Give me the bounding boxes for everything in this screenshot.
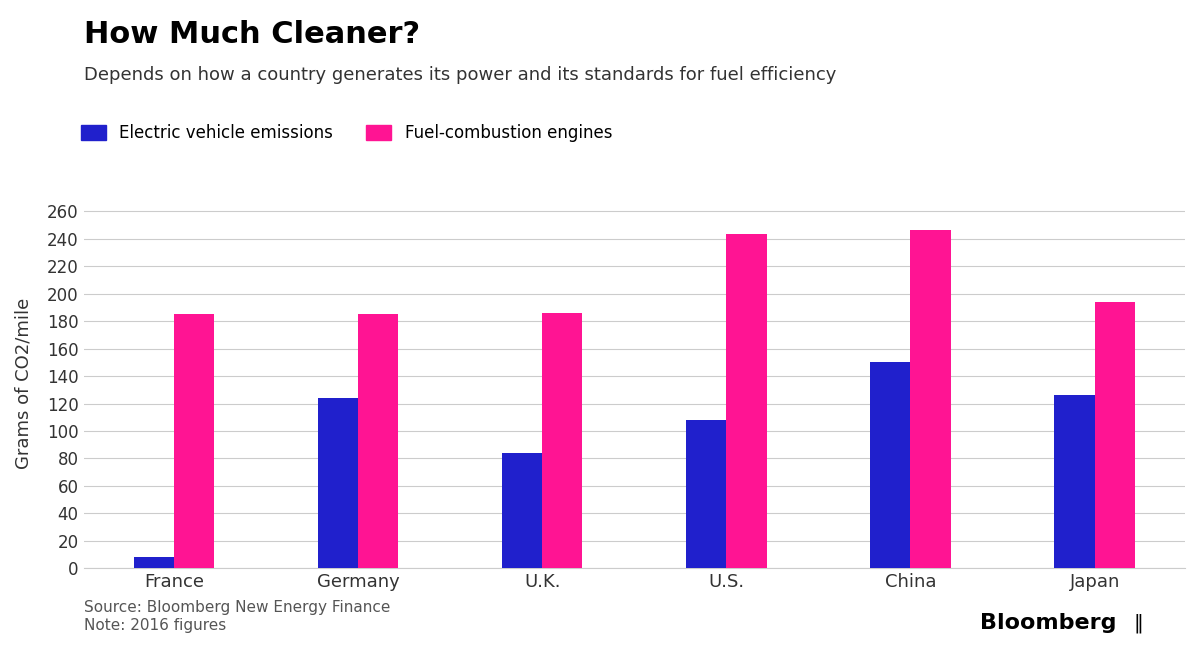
- Bar: [133, 558, 174, 569]
- Bar: [174, 314, 214, 569]
- Bar: [911, 231, 950, 569]
- Text: How Much Cleaner?: How Much Cleaner?: [84, 20, 420, 49]
- Bar: [318, 398, 358, 569]
- Text: Depends on how a country generates its power and its standards for fuel efficien: Depends on how a country generates its p…: [84, 66, 836, 84]
- Y-axis label: Grams of CO2/mile: Grams of CO2/mile: [14, 297, 34, 469]
- Text: Source: Bloomberg New Energy Finance
Note: 2016 figures: Source: Bloomberg New Energy Finance Not…: [84, 600, 390, 633]
- Bar: [686, 420, 726, 569]
- Bar: [542, 313, 582, 569]
- Bar: [726, 235, 767, 569]
- Legend: Electric vehicle emissions, Fuel-combustion engines: Electric vehicle emissions, Fuel-combust…: [80, 124, 612, 142]
- Bar: [502, 453, 542, 569]
- Bar: [1094, 302, 1135, 569]
- Bar: [1055, 395, 1094, 569]
- Text: ‖: ‖: [1134, 613, 1144, 633]
- Bar: [358, 314, 398, 569]
- Bar: [870, 362, 911, 569]
- Text: Bloomberg: Bloomberg: [979, 613, 1116, 633]
